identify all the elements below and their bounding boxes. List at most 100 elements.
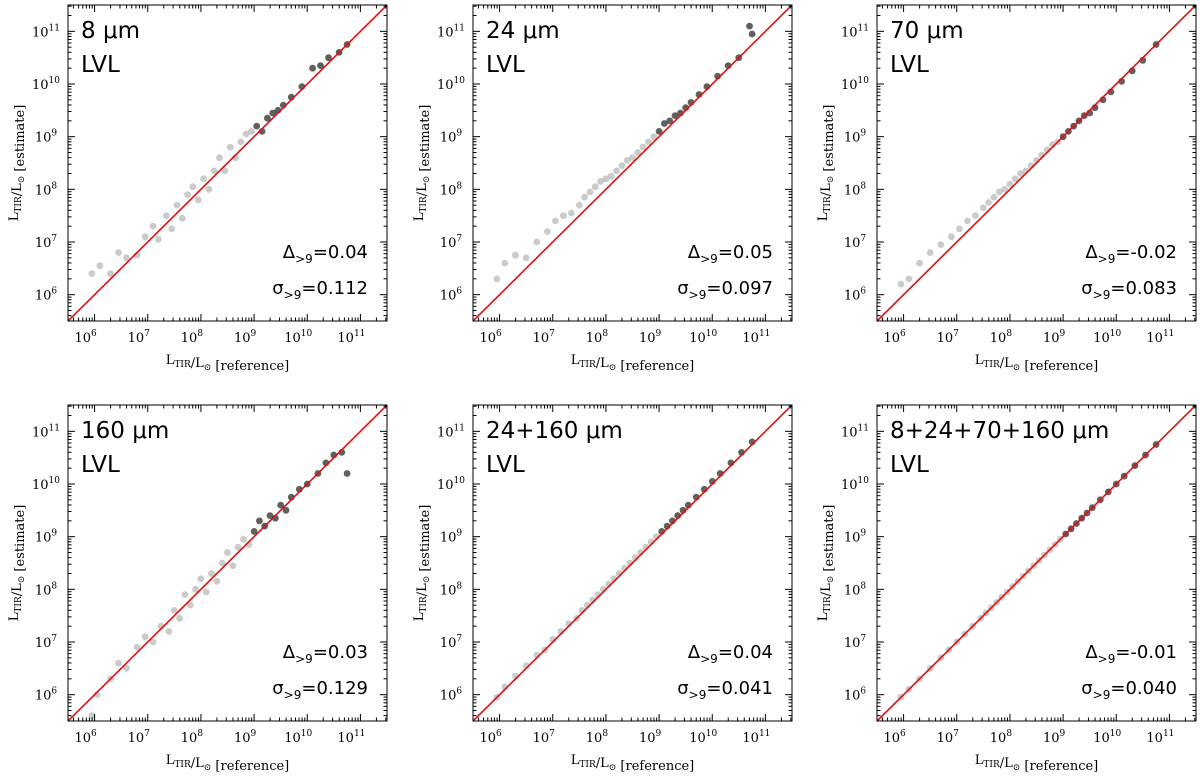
data-point xyxy=(229,562,237,569)
panel-subtitle: LVL xyxy=(81,452,120,478)
y-tick-label: 108 xyxy=(35,581,58,598)
data-point xyxy=(522,254,530,262)
data-point xyxy=(178,214,186,222)
panel-title: 24 μm xyxy=(486,18,560,44)
data-point xyxy=(602,175,610,183)
data-point xyxy=(149,638,157,646)
data-point xyxy=(748,30,756,38)
x-tick-label: 108 xyxy=(586,729,609,746)
data-point xyxy=(1001,185,1008,193)
data-point xyxy=(205,185,213,193)
x-tick-label: 1011 xyxy=(1146,329,1174,346)
x-tick-label: 106 xyxy=(883,329,906,346)
data-point xyxy=(240,535,247,543)
plot-frame xyxy=(67,404,388,722)
data-point xyxy=(269,109,277,117)
data-point xyxy=(956,225,963,233)
data-point xyxy=(237,138,245,146)
data-point xyxy=(189,183,197,191)
data-point xyxy=(176,614,184,622)
data-point xyxy=(671,112,679,119)
data-point xyxy=(88,270,96,277)
data-point xyxy=(170,607,178,614)
data-point xyxy=(202,588,210,596)
data-point xyxy=(645,138,652,146)
data-point xyxy=(591,183,599,191)
y-tick-label: 107 xyxy=(844,634,867,651)
panel-title: 8 μm xyxy=(81,18,140,44)
data-point xyxy=(964,217,971,225)
y-axis-label: LTIR/L⊙ [estimate] xyxy=(816,105,837,222)
data-point xyxy=(493,275,501,283)
data-point xyxy=(163,212,170,220)
data-point xyxy=(1011,175,1019,183)
y-tick-label: 107 xyxy=(844,234,867,251)
data-point xyxy=(133,643,141,651)
x-axis-label: LTIR/L⊙ [reference] xyxy=(975,353,1099,374)
data-point xyxy=(905,275,913,283)
y-axis-label: LTIR/L⊙ [estimate] xyxy=(412,105,433,222)
y-tick-label: 1011 xyxy=(32,423,60,440)
data-point xyxy=(979,204,987,212)
x-tick-label: 1011 xyxy=(742,329,770,346)
y-tick-label: 108 xyxy=(440,181,463,198)
data-point xyxy=(937,241,945,249)
data-point xyxy=(186,601,194,609)
y-axis-label: LTIR/L⊙ [estimate] xyxy=(412,505,433,622)
x-tick-label: 109 xyxy=(639,329,662,346)
y-tick-label: 109 xyxy=(844,529,867,546)
data-point xyxy=(226,143,234,151)
data-point xyxy=(213,578,221,585)
y-tick-label: 106 xyxy=(844,287,867,304)
y-tick-label: 1011 xyxy=(437,23,465,40)
x-tick-label: 109 xyxy=(234,729,257,746)
x-tick-label: 1010 xyxy=(689,329,717,346)
y-tick-label: 1011 xyxy=(841,23,869,40)
x-tick-label: 107 xyxy=(937,329,960,346)
x-tick-label: 1010 xyxy=(1093,729,1121,746)
one-to-one-line xyxy=(68,5,387,321)
data-point xyxy=(985,199,992,206)
data-point xyxy=(661,120,668,127)
y-tick-label: 1010 xyxy=(437,76,465,93)
one-to-one-line xyxy=(68,405,387,721)
x-axis-label: LTIR/L⊙ [reference] xyxy=(571,353,695,374)
scatter-panel: 106 106 107 107 108 108 109 109 1010 1010 1011 1011… xyxy=(412,4,793,374)
one-to-one-line xyxy=(473,405,792,721)
x-axis-label: LTIR/L⊙ [reference] xyxy=(571,753,695,774)
panel-subtitle: LVL xyxy=(486,52,525,78)
y-tick-label: 107 xyxy=(440,234,463,251)
data-point xyxy=(948,233,955,241)
y-tick-label: 1010 xyxy=(32,476,60,493)
y-tick-label: 109 xyxy=(35,529,58,546)
x-tick-label: 1010 xyxy=(284,729,312,746)
data-point xyxy=(512,251,519,259)
data-point xyxy=(149,222,157,230)
data-point xyxy=(560,212,567,220)
y-tick-label: 108 xyxy=(844,181,867,198)
data-point xyxy=(141,233,149,241)
data-point xyxy=(1017,170,1024,177)
y-tick-label: 109 xyxy=(440,129,463,146)
x-tick-label: 107 xyxy=(128,329,151,346)
x-tick-label: 106 xyxy=(479,329,502,346)
y-tick-label: 1011 xyxy=(32,23,60,40)
data-point xyxy=(533,238,541,246)
x-tick-label: 1010 xyxy=(284,329,312,346)
data-point xyxy=(253,122,261,130)
one-to-one-line xyxy=(473,5,792,321)
y-axis-label: LTIR/L⊙ [estimate] xyxy=(816,505,837,622)
plot-frame xyxy=(67,4,388,322)
data-point xyxy=(107,270,114,277)
sigma-stat: σ>9=0.040 xyxy=(1081,678,1177,702)
data-point xyxy=(629,154,636,162)
data-point xyxy=(634,149,642,156)
data-point xyxy=(309,64,316,72)
data-point xyxy=(746,22,753,30)
data-point xyxy=(210,167,218,175)
x-axis-label: LTIR/L⊙ [reference] xyxy=(166,753,290,774)
data-point xyxy=(197,575,205,583)
data-point xyxy=(123,254,130,262)
data-point xyxy=(613,167,620,175)
